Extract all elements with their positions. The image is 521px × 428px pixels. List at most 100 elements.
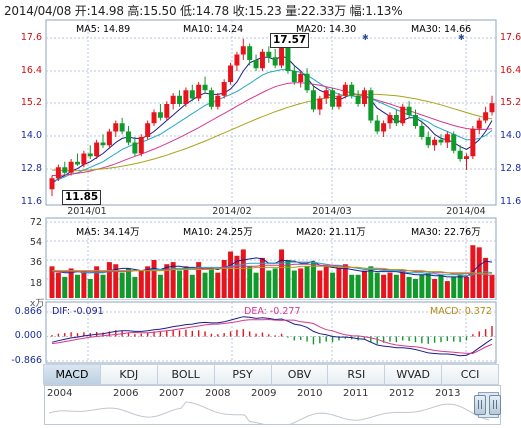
candle-body	[132, 142, 138, 154]
range-end-handle[interactable]	[489, 395, 501, 415]
candle-body	[483, 112, 489, 121]
candle-body	[62, 167, 68, 173]
time-navigator[interactable]: 2004 2006 2007 2008 2009 2010 2011 2012 …	[44, 385, 501, 425]
candle-body	[247, 46, 253, 60]
candle-body	[183, 90, 189, 104]
volume-bar	[489, 274, 495, 298]
candle-body	[221, 82, 227, 96]
price-ma30-label: MA30: 14.66	[411, 24, 472, 35]
volume-bar	[444, 281, 450, 298]
price-tick-right: 16.4	[500, 65, 521, 76]
volume-bar	[451, 276, 457, 298]
volume-bar	[215, 272, 221, 298]
volume-bar	[81, 270, 87, 298]
candle-body	[406, 106, 412, 115]
tab-macd[interactable]: MACD	[43, 364, 101, 385]
vol-ma-line-ma30	[52, 265, 492, 275]
candle-body	[470, 128, 476, 157]
candle-body	[463, 156, 469, 159]
candle-body	[317, 98, 323, 110]
nav-year-label: 2012	[389, 388, 415, 399]
volume-bar	[438, 274, 444, 298]
range-start-handle[interactable]	[474, 395, 486, 415]
candle-body	[100, 142, 106, 146]
navigator-history-line	[48, 401, 490, 424]
macd-tick: -0.866	[11, 355, 42, 366]
macd-tick: 0.866	[14, 306, 42, 317]
high-price-marker: 17.57	[270, 33, 310, 48]
candle-body	[68, 161, 74, 173]
candle-body	[145, 123, 151, 137]
volume-bar	[279, 249, 285, 298]
volume-bar	[361, 270, 367, 298]
nav-year-label: 2011	[343, 388, 369, 399]
volume-bar	[419, 274, 425, 298]
candle-body	[419, 126, 425, 137]
volume-bar	[298, 268, 304, 298]
candle-body	[55, 167, 61, 179]
tab-rsi[interactable]: RSI	[327, 364, 386, 385]
volume-bar	[49, 266, 55, 298]
candle-body	[240, 46, 246, 55]
candle-body	[489, 103, 495, 113]
volume-bar	[228, 251, 234, 298]
tab-psy[interactable]: PSY	[213, 364, 272, 385]
volume-bar	[266, 270, 272, 298]
price-tick-left: 16.4	[20, 65, 42, 76]
volume-bar	[157, 274, 163, 298]
price-ma5-label: MA5: 14.89	[76, 24, 131, 35]
candle-body	[355, 95, 361, 104]
candle-body	[177, 95, 183, 104]
vol-ma20-label: MA20: 21.11万	[296, 227, 366, 238]
indicator-tab-bar: MACD KDJ BOLL PSY OBV RSI WVAD CCI	[43, 364, 499, 385]
volume-bar	[425, 272, 431, 298]
candle-body	[170, 95, 176, 104]
tab-wvad[interactable]: WVAD	[384, 364, 443, 385]
candle-body	[444, 134, 450, 143]
tab-obv[interactable]: OBV	[270, 364, 329, 385]
price-tick-left: 15.2	[20, 97, 42, 108]
tab-kdj[interactable]: KDJ	[99, 364, 158, 385]
price-tick-left: 17.6	[20, 32, 42, 43]
volume-bar	[126, 268, 132, 298]
tab-cci[interactable]: CCI	[441, 364, 499, 385]
nav-year-label: 2006	[113, 388, 139, 399]
volume-bar	[145, 266, 151, 298]
vol-tick: 36	[29, 257, 42, 268]
tab-boll[interactable]: BOLL	[156, 364, 215, 385]
event-star-icon[interactable]: ✱	[458, 33, 465, 42]
volume-bar	[247, 266, 253, 298]
nav-year-label: 2004	[47, 388, 73, 399]
navigator-price-line	[48, 401, 490, 424]
ma-line-ma30	[51, 93, 493, 172]
candle-body	[215, 95, 221, 107]
candle-body	[266, 51, 272, 58]
volume-bar	[457, 274, 463, 298]
volume-bar	[234, 255, 240, 298]
dea-line	[51, 318, 493, 355]
volume-bar	[387, 272, 393, 298]
candle-body	[412, 115, 418, 126]
volume-bar	[374, 272, 380, 298]
volume-bar	[355, 274, 361, 298]
candle-body	[374, 120, 380, 132]
volume-bar	[330, 272, 336, 298]
vol-ma-line-ma20	[52, 263, 493, 277]
price-tick-right: 14.0	[500, 130, 521, 141]
candle-body	[400, 106, 406, 124]
event-star-icon[interactable]: ✱	[362, 33, 369, 42]
nav-year-label: 2008	[205, 388, 231, 399]
candle-body	[126, 131, 132, 143]
volume-bar	[259, 257, 265, 298]
ma-line-ma5	[51, 55, 493, 185]
candle-body	[285, 40, 291, 71]
ohlc-header: 2014/04/08 开:14.98 高:15.50 低:14.78 收:15.…	[4, 4, 403, 18]
volume-bar	[196, 262, 202, 298]
macd-chart	[45, 301, 497, 364]
nav-year-label: 2013	[435, 388, 461, 399]
candle-body	[279, 40, 285, 66]
nav-year-label: 2009	[251, 388, 277, 399]
macd-value-label: MACD: 0.372	[430, 306, 492, 317]
volume-chart	[45, 217, 497, 300]
